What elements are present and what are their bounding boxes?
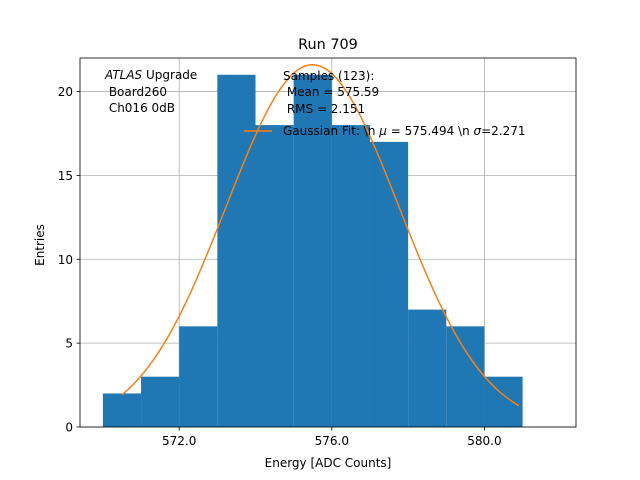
histogram-bar-3 bbox=[217, 74, 256, 427]
y-tick-label-1: 5 bbox=[65, 337, 73, 351]
histogram-bar-7 bbox=[369, 141, 409, 427]
histogram-bar-1 bbox=[141, 376, 180, 427]
y-axis-label: Entries bbox=[33, 224, 47, 266]
histogram-bar-0 bbox=[102, 393, 142, 427]
x-tick-label-1: 576.0 bbox=[315, 434, 349, 448]
axes bbox=[79, 57, 577, 428]
legend-sigma-value: =2.271 bbox=[481, 124, 525, 138]
histogram-bar-5 bbox=[293, 74, 332, 427]
y-tick-label-2: 10 bbox=[58, 253, 73, 267]
x-axis-label: Energy [ADC Counts] bbox=[265, 456, 392, 470]
y-tick-label-3: 15 bbox=[58, 169, 73, 183]
tick-labels: 572.0 576.0 580.0 0 5 10 15 20 bbox=[58, 85, 502, 448]
histogram-bar-8 bbox=[408, 309, 447, 427]
atlas-label: ATLAS bbox=[104, 68, 143, 82]
mu-symbol: μ bbox=[378, 124, 387, 138]
sigma-symbol: σ bbox=[474, 124, 482, 138]
stats-rms: RMS = 2.151 bbox=[283, 102, 365, 116]
histogram-bar-9 bbox=[446, 326, 485, 427]
plot-frame bbox=[79, 57, 577, 428]
histogram-bar-10 bbox=[484, 376, 523, 427]
legend-mu-value: = 575.494 \n bbox=[387, 124, 474, 138]
stats-samples: Samples (123): bbox=[283, 69, 374, 83]
chart-title: Run 709 bbox=[298, 37, 358, 53]
stats-mean: Mean = 575.59 bbox=[283, 85, 379, 99]
histogram-bar-4 bbox=[255, 125, 294, 427]
y-tick-label-4: 20 bbox=[58, 85, 73, 99]
y-tick-label-0: 0 bbox=[65, 421, 73, 435]
annotation-upgrade: Upgrade bbox=[142, 68, 197, 82]
annotation-line-3: Ch016 0dB bbox=[105, 101, 175, 115]
gaussian-fit bbox=[121, 63, 520, 407]
histogram-bar-2 bbox=[179, 326, 218, 427]
x-tick-label-0: 572.0 bbox=[162, 434, 196, 448]
annotation-line-1: ATLAS Upgrade bbox=[104, 68, 197, 82]
legend-prefix: Gaussian Fit: \n bbox=[283, 124, 379, 138]
legend-fit-label: Gaussian Fit: \n μ = 575.494 \n σ=2.271 bbox=[283, 124, 526, 138]
histogram-bars bbox=[102, 74, 523, 427]
histogram-bar-6 bbox=[331, 125, 370, 427]
x-tick-label-2: 580.0 bbox=[467, 434, 501, 448]
annotation-line-2: Board260 bbox=[105, 85, 167, 99]
gaussian-fit-line bbox=[121, 63, 520, 407]
